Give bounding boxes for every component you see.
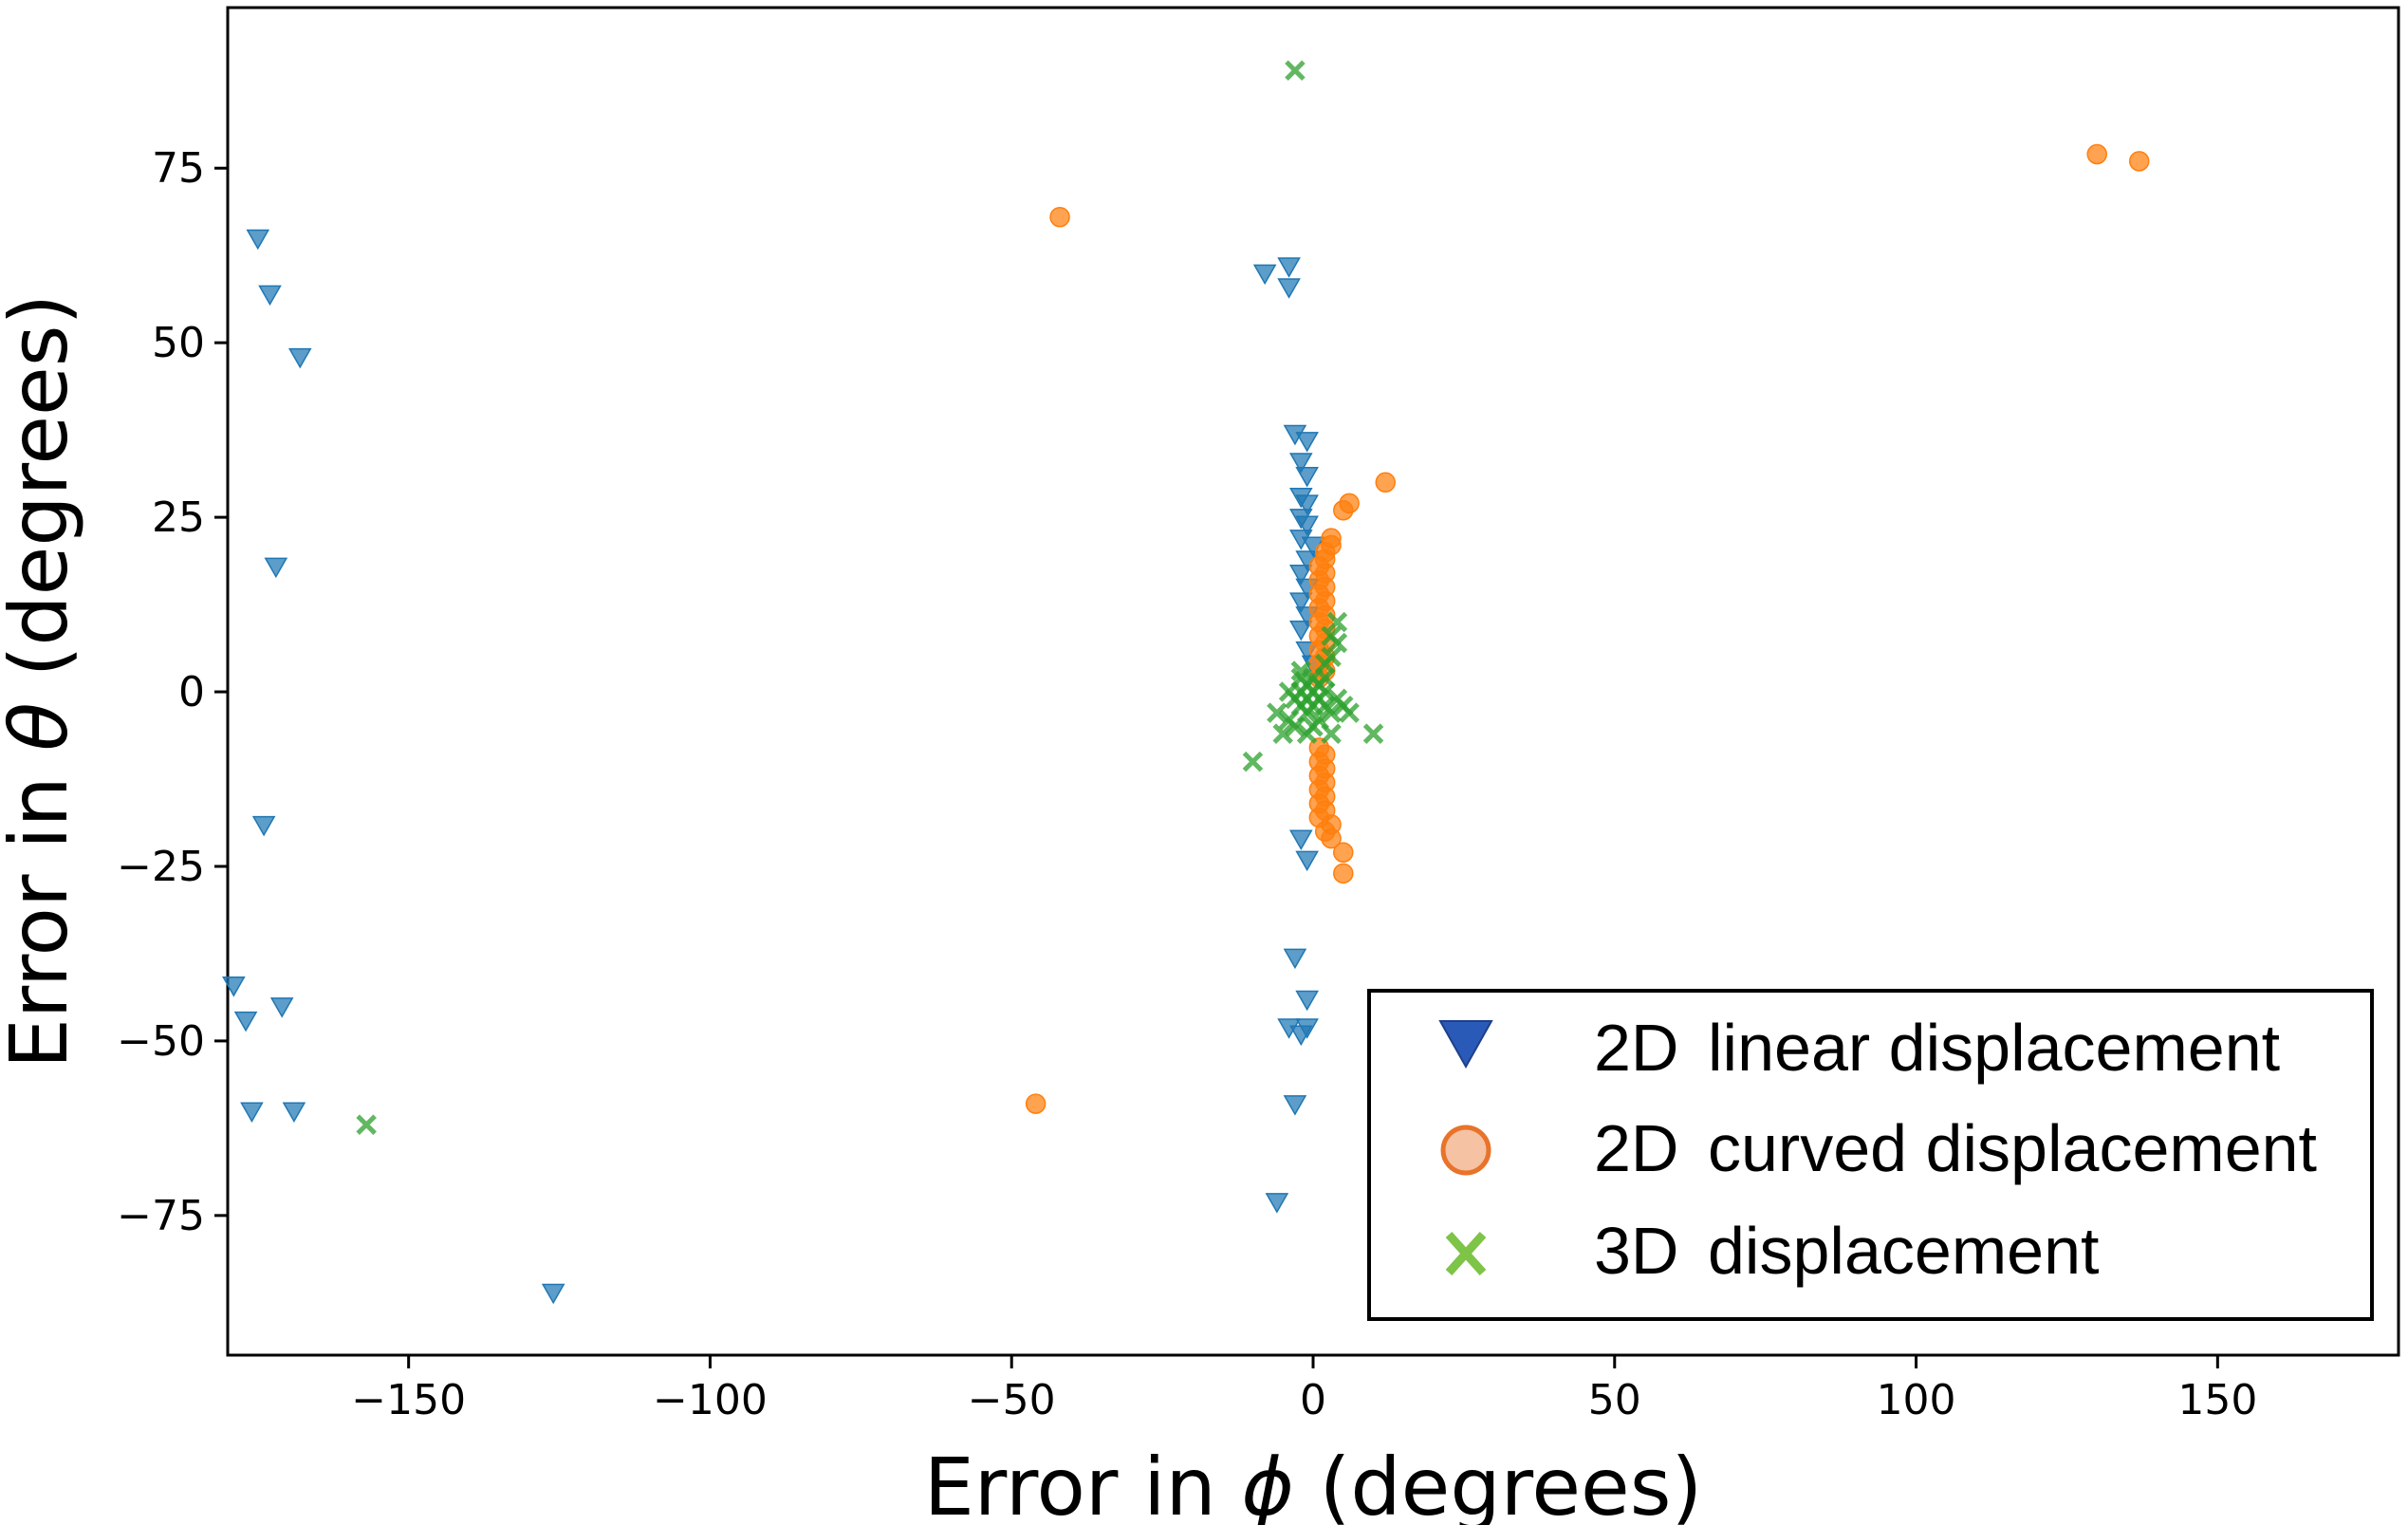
data-point-3d bbox=[1296, 723, 1318, 744]
data-point-curved bbox=[2086, 143, 2107, 165]
data-point-curved bbox=[1333, 863, 1354, 884]
data-point-curved bbox=[1025, 1093, 1047, 1114]
data-point-curved bbox=[1333, 842, 1354, 864]
y-tick-label: −25 bbox=[117, 843, 205, 891]
data-point-linear bbox=[258, 285, 282, 307]
data-point-linear bbox=[1295, 515, 1319, 536]
data-point-linear bbox=[1265, 1193, 1289, 1214]
data-point-curved bbox=[1321, 828, 1342, 849]
y-tick-label: 0 bbox=[178, 668, 205, 716]
x-axis-title: Error in ϕ (degrees) bbox=[924, 1441, 1703, 1525]
legend-prefix-3d: 3D bbox=[1594, 1214, 1678, 1288]
data-point-linear bbox=[1288, 592, 1313, 613]
y-tick-label: 50 bbox=[152, 319, 205, 367]
data-point-3d bbox=[1290, 660, 1312, 681]
data-point-3d bbox=[1321, 723, 1342, 744]
data-point-linear bbox=[246, 229, 270, 251]
x-axis-title-prefix: Error in bbox=[924, 1441, 1242, 1525]
data-point-3d bbox=[1272, 723, 1293, 744]
data-point-linear bbox=[282, 1102, 306, 1123]
series-triangle-down bbox=[222, 229, 1325, 1305]
data-point-curved bbox=[2128, 151, 2150, 172]
legend-label-linear: linear displacement bbox=[1708, 1011, 2280, 1085]
y-tick-label: −75 bbox=[117, 1192, 205, 1240]
y-tick-label: 25 bbox=[152, 493, 205, 542]
data-point-3d bbox=[1285, 60, 1306, 81]
legend-marker-3d bbox=[1445, 1231, 1487, 1276]
data-point-3d bbox=[1242, 751, 1264, 772]
x-tick-label: 100 bbox=[1877, 1376, 1956, 1424]
y-axis-ticks: 75 50 25 0 −25 −50 −75 bbox=[117, 144, 228, 1240]
series-circle bbox=[1025, 143, 2150, 1114]
x-tick-label: 150 bbox=[2177, 1376, 2257, 1424]
data-point-3d bbox=[1339, 702, 1360, 723]
series-x bbox=[356, 60, 1384, 1135]
x-axis-ticks: −150 −100 −50 0 50 100 150 bbox=[351, 1355, 2257, 1424]
x-tick-label: 0 bbox=[1300, 1376, 1326, 1424]
data-point-linear bbox=[1295, 850, 1319, 872]
x-tick-label: −150 bbox=[351, 1376, 466, 1424]
data-point-3d bbox=[1278, 681, 1300, 702]
data-point-linear bbox=[1288, 564, 1313, 586]
series-layer bbox=[222, 60, 2150, 1305]
legend-prefix-linear: 2D bbox=[1594, 1011, 1678, 1085]
x-tick-label: −100 bbox=[653, 1376, 768, 1424]
data-point-linear bbox=[1252, 264, 1277, 286]
y-tick-label: 75 bbox=[152, 144, 205, 193]
data-point-linear bbox=[1295, 494, 1319, 515]
y-axis-title-suffix: (degrees) bbox=[0, 294, 85, 702]
legend-prefix-curved: 2D bbox=[1594, 1111, 1678, 1185]
legend-marker-linear bbox=[1438, 1020, 1493, 1069]
data-point-linear bbox=[1295, 466, 1319, 488]
x-tick-label: −50 bbox=[968, 1376, 1056, 1424]
data-point-linear bbox=[269, 997, 294, 1018]
data-point-linear bbox=[1277, 278, 1301, 299]
y-axis-title-prefix: Error in bbox=[0, 752, 85, 1069]
data-point-3d bbox=[1267, 702, 1287, 723]
data-point-linear bbox=[1288, 453, 1313, 474]
data-point-linear bbox=[1288, 620, 1313, 642]
data-point-linear bbox=[1295, 1018, 1319, 1039]
data-point-3d bbox=[1321, 702, 1342, 723]
data-point-3d bbox=[1296, 702, 1318, 723]
legend-label-3d: displacement bbox=[1708, 1214, 2099, 1288]
legend: 2D linear displacement 2D curved displac… bbox=[1367, 989, 2374, 1321]
data-point-linear bbox=[240, 1102, 264, 1123]
data-point-linear bbox=[1277, 257, 1301, 278]
data-point-linear bbox=[1283, 1095, 1307, 1116]
data-point-linear bbox=[1283, 948, 1307, 970]
legend-label-curved: curved displacement bbox=[1708, 1111, 2317, 1185]
x-axis-title-suffix: (degrees) bbox=[1294, 1441, 1702, 1525]
data-point-linear bbox=[287, 347, 312, 369]
data-point-curved bbox=[1333, 499, 1354, 521]
data-point-linear bbox=[233, 1011, 258, 1032]
data-point-linear bbox=[264, 557, 288, 579]
data-point-linear bbox=[1288, 829, 1313, 851]
y-axis-title: Error in θ (degrees) bbox=[0, 294, 85, 1069]
data-point-curved bbox=[1375, 472, 1397, 493]
data-point-curved bbox=[1049, 206, 1070, 228]
data-point-3d bbox=[1326, 632, 1348, 654]
y-tick-label: −50 bbox=[117, 1017, 205, 1066]
data-point-3d bbox=[1314, 667, 1336, 689]
y-axis-title-symbol: θ bbox=[0, 702, 85, 751]
x-axis-title-symbol: ϕ bbox=[1241, 1441, 1293, 1525]
data-point-linear bbox=[222, 976, 246, 997]
x-tick-label: 50 bbox=[1588, 1376, 1641, 1424]
legend-marker-curved bbox=[1440, 1125, 1491, 1176]
data-point-3d bbox=[356, 1114, 377, 1135]
data-point-linear bbox=[1295, 432, 1319, 453]
legend-box bbox=[1367, 989, 2374, 1321]
data-point-3d bbox=[1362, 723, 1384, 744]
data-point-linear bbox=[541, 1283, 565, 1305]
legend-marker-3d-stroke-b bbox=[1445, 1231, 1487, 1276]
data-point-linear bbox=[1295, 990, 1319, 1012]
data-point-linear bbox=[251, 815, 276, 837]
data-point-3d bbox=[1326, 611, 1348, 633]
